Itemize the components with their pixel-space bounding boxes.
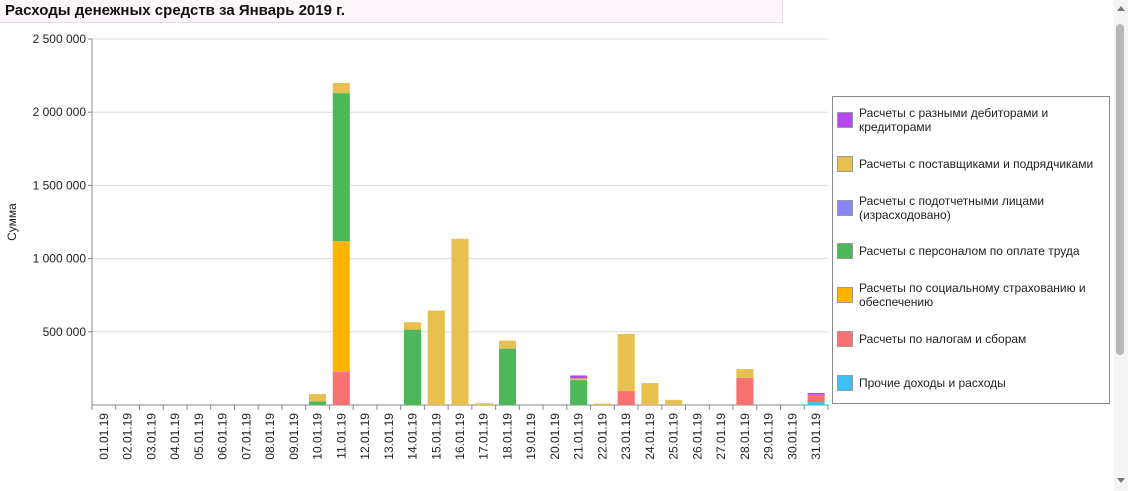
x-tick-label: 08.01.19: [263, 413, 277, 460]
bar-segment: [736, 369, 754, 378]
x-tick-label: 01.01.19: [97, 413, 111, 460]
bar-segment: [665, 399, 683, 405]
x-tick-label: 23.01.19: [619, 413, 633, 460]
bar-segment: [475, 403, 493, 405]
title-bar: Расходы денежных средств за Январь 2019 …: [0, 0, 783, 23]
bar-segment: [570, 380, 588, 405]
scrollbar[interactable]: [1114, 0, 1128, 491]
x-tick-label: 15.01.19: [429, 413, 443, 460]
y-axis-label: Сумма: [5, 203, 19, 241]
y-tick-label: 2 000 000: [33, 105, 87, 119]
legend-label: Расчеты с персоналом по оплате труда: [859, 244, 1080, 259]
scroll-down[interactable]: [1117, 478, 1125, 483]
x-tick-label: 13.01.19: [382, 413, 396, 460]
x-tick-label: 26.01.19: [690, 413, 704, 460]
legend-label: Расчеты с поставщиками и подрядчиками: [859, 156, 1094, 171]
bar-segment: [807, 394, 825, 403]
bar-segment: [498, 340, 517, 349]
x-tick-label: 18.01.19: [500, 413, 514, 460]
x-tick-label: 28.01.19: [738, 413, 752, 460]
legend-item: Расчеты по социальному страхованию и обе…: [833, 281, 1103, 309]
legend-swatch: [837, 199, 853, 216]
bar-segment: [593, 403, 611, 405]
legend-swatch: [837, 287, 853, 304]
x-tick-label: 20.01.19: [548, 413, 562, 460]
bar-segment: [403, 322, 422, 330]
bar-segment: [807, 402, 825, 405]
x-tick-label: 14.01.19: [406, 413, 420, 460]
x-tick-label: 25.01.19: [667, 413, 681, 460]
chart: Сумма 500 000 1 000 000 1 500 000 2 000 000…: [5, 32, 829, 460]
x-tick-label: 03.01.19: [144, 413, 158, 460]
x-tick-label: 07.01.19: [239, 413, 253, 460]
bar-segment: [641, 383, 659, 405]
x-tick-label: 02.01.19: [121, 413, 135, 460]
legend-label: Расчеты по налогам и сборам: [859, 332, 1027, 346]
bar-segment: [570, 378, 588, 381]
bar-segment: [736, 377, 754, 405]
legend-item: Расчеты с персоналом по оплате труда: [833, 237, 1103, 265]
legend-item: Расчеты с подотчетными лицами (израсходо…: [833, 194, 1103, 222]
legend-label: Расчеты с подотчетными лицами (израсходо…: [859, 193, 1045, 222]
x-tick-label: 06.01.19: [216, 413, 230, 460]
x-tick-label: 29.01.19: [762, 413, 776, 460]
x-tick-label: 11.01.19: [334, 413, 348, 459]
x-tick-label: 16.01.19: [453, 413, 467, 460]
x-tick-label: 04.01.19: [168, 413, 182, 460]
bar-segment: [332, 82, 350, 94]
scroll-thumb[interactable]: [1116, 24, 1124, 355]
legend-swatch: [837, 155, 853, 172]
y-tick-label: 2 500 000: [33, 32, 87, 46]
bar-segment: [309, 394, 327, 402]
legend-swatch: [837, 243, 853, 260]
x-tick-label: 17.01.19: [477, 413, 491, 460]
x-tick-label: 21.01.19: [572, 413, 586, 460]
bar-segment: [807, 392, 825, 395]
x-tick-label: 05.01.19: [192, 413, 206, 460]
y-tick-label: 1 500 000: [33, 178, 87, 192]
legend-item: Расчеты по налогам и сборам: [833, 325, 1103, 353]
legend-swatch: [837, 331, 853, 347]
bar-segment: [403, 329, 422, 405]
bar-segment: [498, 348, 517, 405]
bar-segment: [451, 238, 469, 405]
legend-swatch: [837, 112, 853, 128]
legend-swatch: [837, 374, 853, 391]
bar-segment: [427, 310, 445, 405]
x-tick-label: 12.01.19: [358, 413, 372, 460]
bar-segment: [332, 93, 350, 242]
bar-segment: [570, 375, 588, 379]
bar-segment: [332, 241, 350, 373]
x-tick-label: 10.01.19: [311, 413, 325, 460]
chart-title: Расходы денежных средств за Январь 2019 …: [5, 2, 346, 19]
x-tick-label: 22.01.19: [595, 413, 609, 460]
y-tick-label: 1 000 000: [33, 252, 87, 266]
scroll-up[interactable]: [1117, 6, 1125, 11]
x-tick-label: 27.01.19: [714, 413, 728, 460]
bar-segment: [617, 333, 635, 392]
bar-segment: [617, 391, 635, 405]
bar-segment: [332, 372, 350, 405]
legend-label: Расчеты с разными дебиторами и кредитора…: [859, 106, 1049, 134]
legend-item: Прочие доходы и расходы: [833, 369, 1103, 397]
x-tick-label: 30.01.19: [785, 413, 799, 460]
legend-label: Расчеты по социальному страхованию и обе…: [859, 281, 1086, 310]
x-tick-label: 19.01.19: [524, 413, 538, 460]
legend-item: Расчеты с поставщиками и подрядчиками: [833, 150, 1103, 178]
legend: Расчеты с разными дебиторами и кредитора…: [832, 96, 1110, 404]
legend-item: Расчеты с разными дебиторами и кредитора…: [833, 106, 1103, 134]
x-tick-label: 24.01.19: [643, 413, 657, 460]
x-tick-label: 31.01.19: [809, 413, 823, 460]
legend-label: Прочие доходы и расходы: [859, 375, 1006, 390]
x-tick-label: 09.01.19: [287, 413, 301, 460]
y-tick-label: 500 000: [43, 325, 87, 339]
bar-segment: [309, 401, 327, 405]
